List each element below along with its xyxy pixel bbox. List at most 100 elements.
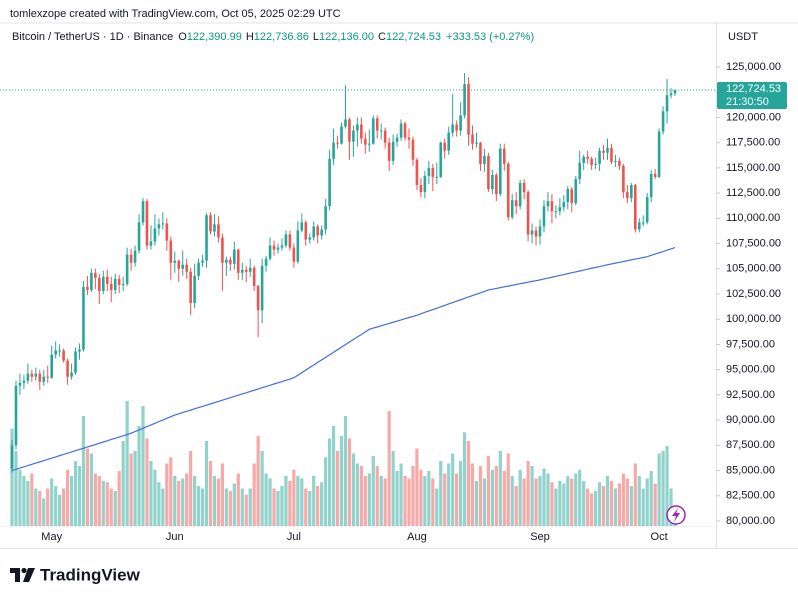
candle-body [260, 265, 264, 311]
candle-body [538, 226, 542, 237]
candle-body [98, 277, 101, 291]
candle-body [558, 207, 562, 212]
last-price-label: 122,724.53 [726, 83, 781, 95]
volume-bar [590, 493, 594, 526]
y-tick-label: 85,000.00 [726, 464, 775, 476]
volume-bar [455, 473, 459, 526]
candle-body [62, 350, 65, 361]
volume-bar [570, 478, 574, 526]
volume-bar [661, 451, 665, 526]
candle-body [58, 350, 61, 352]
candle-body [34, 373, 38, 377]
candle-body [284, 234, 288, 246]
volume-bar [97, 476, 101, 526]
candle-body [352, 130, 355, 142]
candle-body [506, 163, 510, 218]
candle-body [94, 272, 97, 278]
candle-body [229, 259, 232, 264]
moving-average [11, 247, 676, 472]
volume-bar [320, 482, 324, 526]
volume-bar [145, 438, 149, 526]
volume-bar [653, 483, 657, 526]
candle-body [443, 142, 447, 151]
candle-body [526, 192, 530, 235]
volume-bar [324, 457, 328, 526]
volume-bar [451, 453, 455, 526]
y-tick-label: 107,500.00 [726, 237, 781, 249]
volume-bar [304, 488, 308, 526]
candle-body [546, 201, 550, 207]
volume-bar [546, 473, 550, 526]
volume-bar [621, 473, 625, 526]
volume-bar [593, 491, 598, 526]
candle-body [455, 124, 458, 131]
candle-body [356, 124, 359, 131]
volume-bar [181, 478, 185, 526]
alert-icon[interactable] [666, 505, 686, 525]
volume-bar [574, 473, 578, 526]
y-tick-label: 97,500.00 [726, 338, 775, 350]
candle-body [46, 376, 50, 378]
candle-body [463, 84, 466, 116]
volume-bar [375, 466, 379, 526]
candle-body [149, 241, 153, 246]
volume-bar [554, 488, 558, 526]
candle-body [598, 150, 601, 164]
candle-body [320, 229, 323, 236]
candle-body [197, 262, 200, 276]
candle-body [364, 138, 367, 145]
volume-bar [427, 471, 431, 526]
candle-body [626, 192, 629, 199]
candle-body [312, 226, 316, 238]
volume-bar [359, 466, 363, 526]
candle-body [38, 373, 42, 382]
candle-body [177, 260, 181, 269]
volume-bar [558, 481, 562, 526]
candle-body [348, 119, 351, 142]
volume-bar [339, 436, 344, 526]
y-tick-label: 117,500.00 [726, 137, 780, 149]
y-tick-label: 120,000.00 [726, 111, 781, 123]
volume-bar [244, 494, 248, 526]
legend-change: +333.53 (+0.27%) [446, 31, 534, 43]
candle-body [145, 201, 149, 246]
candle-body [483, 155, 486, 164]
volume-bar [141, 406, 145, 526]
volume-bar [510, 476, 514, 526]
y-tick-label: 112,500.00 [726, 187, 780, 199]
candle-body [471, 134, 474, 144]
candle-body [360, 124, 363, 139]
candle-body [495, 174, 498, 195]
candle-body [109, 283, 113, 290]
candle-body [14, 385, 18, 446]
candle-body [288, 234, 292, 248]
volume-bar [93, 473, 97, 526]
volume-bar [30, 473, 34, 526]
candle-body [82, 286, 85, 350]
candle-body [276, 247, 280, 250]
volume-bar [252, 463, 256, 526]
candle-body [74, 351, 77, 373]
volume-bar [216, 478, 221, 526]
candle-body [475, 142, 478, 144]
y-tick-label: 92,500.00 [726, 389, 775, 401]
volume-bar [331, 426, 336, 526]
watermark: tomlexzope created with TradingView.com,… [10, 8, 341, 20]
volume-bar [470, 463, 475, 526]
legend-value: 122,136.00 [319, 31, 374, 43]
volume-bar [423, 476, 427, 526]
candle-body [252, 267, 256, 286]
candle-body [530, 230, 534, 235]
volume-bar [351, 453, 356, 526]
candle-body [479, 142, 482, 164]
volume-bar [534, 478, 538, 526]
volume-bar [538, 476, 542, 526]
volume-bar [459, 461, 463, 526]
candle-body [407, 137, 411, 140]
candle-body [391, 141, 395, 161]
volume-bar [236, 473, 240, 526]
volume-bar [419, 469, 423, 526]
candle-body [518, 183, 522, 207]
x-tick-label: Jul [287, 531, 301, 543]
